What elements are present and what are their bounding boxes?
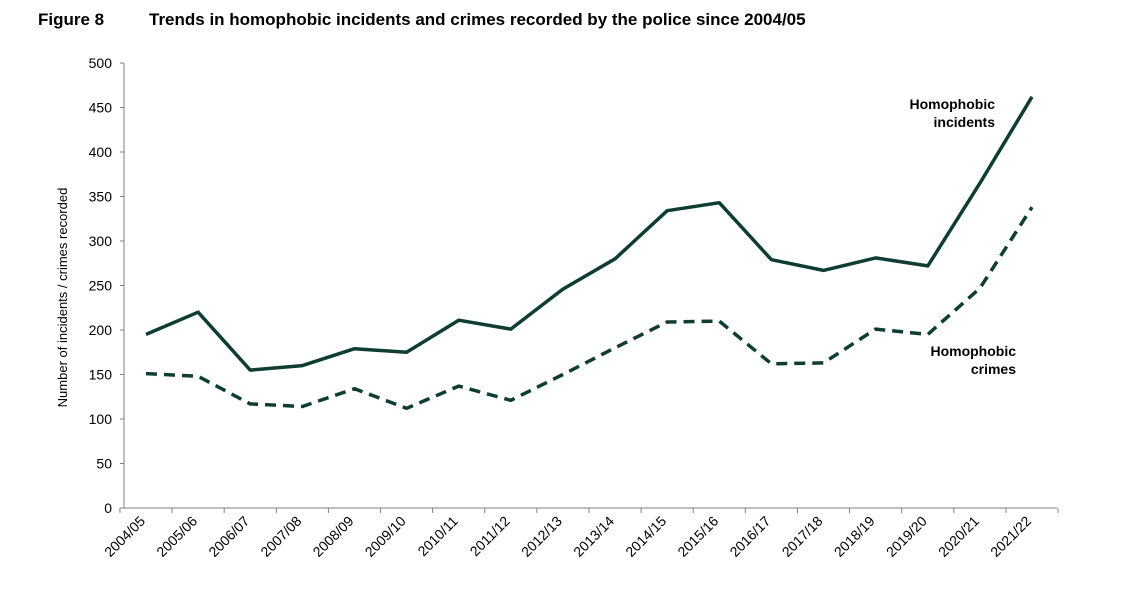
series-label-layer: Homophobic incidents Homophobic crimes [909, 96, 1016, 377]
x-tick-label: 2008/09 [309, 513, 356, 560]
x-tick-label: 2019/20 [883, 513, 930, 560]
x-tick-label: 2007/08 [257, 513, 304, 560]
incidents-series-line [145, 95, 1034, 372]
figure-number: Figure 8 [38, 10, 105, 29]
x-tick-label: 2018/19 [831, 513, 878, 560]
y-tick-label: 0 [104, 500, 112, 516]
x-tick-label: 2005/06 [153, 513, 200, 560]
x-axis: 2004/05 2005/06 2006/07 2007/08 2008/09 2009/… [101, 507, 1059, 560]
y-axis: 0 50 100 150 200 250 300 350 400 450 500 Number of … [55, 55, 125, 516]
x-tick-label: 2015/16 [674, 513, 721, 560]
series-label: Homophobic crimes [930, 343, 1016, 377]
figure-title: Trends in homophobic incidents and crime… [149, 10, 806, 29]
x-tick-label: 2012/13 [518, 513, 565, 560]
x-tick-label: 2010/11 [414, 513, 461, 560]
x-tick-label: 2017/18 [779, 513, 826, 560]
series-layer [145, 95, 1034, 411]
y-tick-label: 200 [89, 322, 113, 338]
y-tick-label: 350 [89, 189, 113, 205]
x-tick-label: 2021/22 [987, 513, 1034, 560]
x-tick-label: 2016/17 [726, 513, 773, 560]
x-tick-label: 2006/07 [205, 513, 252, 560]
y-tick-label: 250 [89, 278, 113, 294]
y-tick-label: 50 [96, 456, 112, 472]
series-label: Homophobic incidents [909, 96, 995, 130]
x-tick-label: 2011/12 [467, 513, 514, 560]
y-tick-label: 300 [89, 233, 113, 249]
x-tick-label: 2020/21 [935, 513, 982, 560]
y-axis-title: Number of incidents / crimes recorded [55, 188, 70, 408]
y-tick-label: 400 [89, 144, 113, 160]
x-tick-label: 2009/10 [362, 513, 409, 560]
x-tick-label: 2014/15 [622, 513, 669, 560]
y-tick-label: 100 [89, 411, 113, 427]
y-tick-label: 150 [89, 367, 113, 383]
y-tick-label: 450 [89, 100, 113, 116]
x-tick-label: 2013/14 [570, 513, 617, 560]
crimes-series-line [145, 206, 1034, 411]
x-tick-label: 2004/05 [101, 513, 148, 560]
y-tick-label: 500 [89, 55, 113, 71]
